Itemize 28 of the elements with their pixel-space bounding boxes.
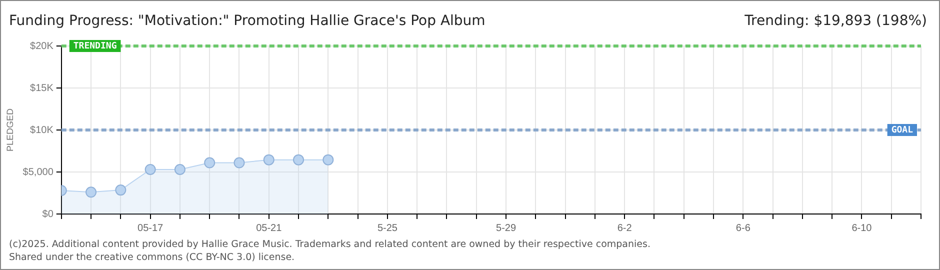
point bbox=[234, 157, 245, 168]
y-tick-label: $20K bbox=[30, 40, 54, 52]
point bbox=[115, 184, 126, 196]
y-tick-label: $15K bbox=[30, 82, 54, 94]
x-tick-label: 6-2 bbox=[617, 222, 632, 234]
text: (c)2025. Additional content provided by Hallie Grace Music. Trademarks and related content are owned by their respective companies. bbox=[9, 239, 650, 250]
point bbox=[204, 157, 216, 168]
x-tick-label: 05-17 bbox=[138, 222, 164, 234]
text: Shared under the creative commons (CC BY-NC 3.0) license. bbox=[9, 252, 295, 263]
y-tick-label: $5,000 bbox=[22, 166, 54, 178]
ref-line-label: GOAL bbox=[891, 125, 914, 136]
x-tick-label: 05-21 bbox=[256, 222, 282, 234]
point bbox=[86, 186, 97, 198]
y-axis-title: PLEDGED bbox=[4, 108, 15, 152]
point bbox=[322, 154, 334, 166]
point bbox=[293, 154, 304, 166]
x-tick-label: 5-25 bbox=[377, 222, 398, 234]
x-tick-label: 6-10 bbox=[852, 222, 872, 234]
ref-line-label: TRENDING bbox=[73, 41, 117, 52]
point bbox=[144, 164, 156, 175]
y-tick-label: $0 bbox=[42, 208, 54, 220]
y-tick-label: $10K bbox=[30, 124, 54, 136]
x-tick-label: 6-6 bbox=[736, 222, 751, 234]
chart-subtitle: Trending: $19,893 (198%) bbox=[744, 13, 927, 29]
x-tick-label: 5-29 bbox=[496, 222, 516, 234]
point bbox=[263, 154, 274, 166]
point bbox=[174, 164, 186, 175]
chart-title: Funding Progress: "Motivation:" Promoting Hallie Grace's Pop Album bbox=[9, 13, 486, 29]
